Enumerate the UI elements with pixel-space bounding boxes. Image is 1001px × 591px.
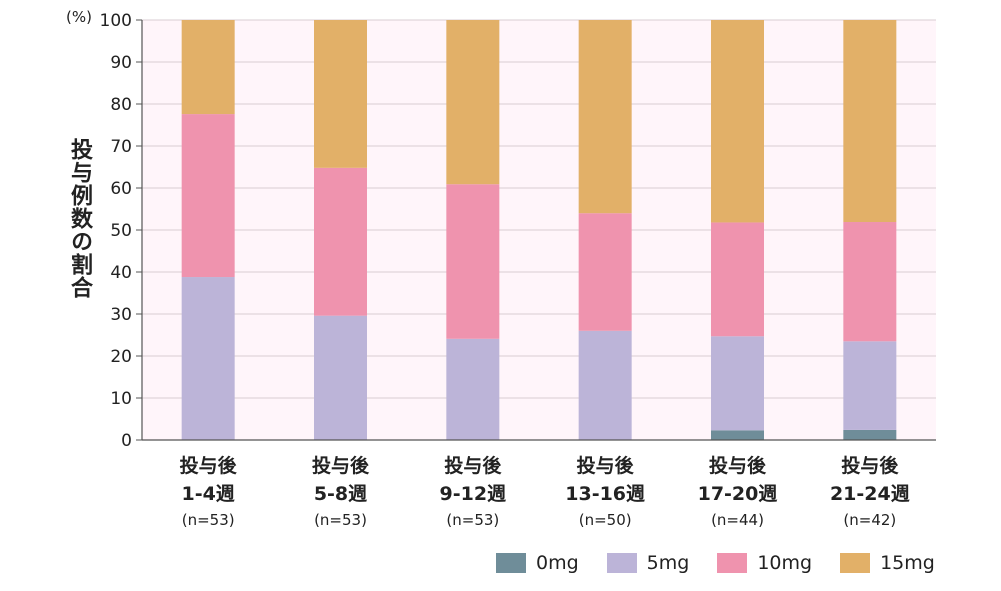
bar-segment-5mg bbox=[843, 341, 897, 430]
legend-item: 15mg bbox=[840, 552, 935, 574]
bar-segment-0mg bbox=[843, 429, 897, 440]
legend-swatch bbox=[717, 553, 748, 573]
y-tick-label: 100 bbox=[100, 11, 132, 31]
y-tick-label: 0 bbox=[121, 431, 132, 451]
legend-item: 10mg bbox=[717, 552, 812, 574]
category-label: 投与後 17-20週 (n=44) bbox=[673, 452, 803, 532]
category-label-line3: (n=53) bbox=[446, 511, 500, 529]
category-label-line1: 投与後 bbox=[311, 455, 369, 477]
y-tick-label: 20 bbox=[110, 347, 132, 367]
y-tick-label: 40 bbox=[110, 263, 132, 283]
bar-segment-10mg bbox=[314, 167, 367, 316]
category-label-line2: 5-8週 bbox=[313, 483, 368, 505]
legend-swatch bbox=[840, 553, 871, 573]
bar-segment-15mg bbox=[314, 20, 367, 168]
y-tick-label: 10 bbox=[110, 389, 132, 409]
bar-segment-5mg bbox=[446, 338, 500, 440]
category-label: 投与後 21-24週 (n=42) bbox=[805, 452, 935, 532]
bar-segment-15mg bbox=[181, 20, 235, 115]
bar-segment-5mg bbox=[314, 315, 367, 440]
bar-segment-0mg bbox=[711, 430, 764, 440]
category-label-line1: 投与後 bbox=[179, 455, 237, 477]
y-tick-label: 70 bbox=[110, 137, 132, 157]
legend-item: 0mg bbox=[496, 552, 579, 574]
category-label-line1: 投与後 bbox=[708, 455, 766, 477]
bar-segment-5mg bbox=[181, 277, 235, 440]
legend-swatch bbox=[496, 553, 526, 573]
y-tick-label: 30 bbox=[110, 305, 132, 325]
category-label-line1: 投与後 bbox=[841, 455, 899, 477]
legend-label: 0mg bbox=[536, 552, 579, 574]
category-label-line2: 13-16週 bbox=[565, 483, 646, 505]
bar-segment-5mg bbox=[711, 336, 764, 431]
legend-swatch bbox=[606, 553, 637, 573]
bar-segment-10mg bbox=[843, 222, 897, 342]
category-label: 投与後 5-8週 (n=53) bbox=[276, 452, 406, 532]
bar-segment-10mg bbox=[711, 222, 764, 337]
category-label-line1: 投与後 bbox=[576, 455, 634, 477]
category-label-line2: 9-12週 bbox=[439, 483, 507, 505]
bar-segment-15mg bbox=[578, 20, 632, 214]
category-label: 投与後 1-4週 (n=53) bbox=[143, 452, 273, 532]
bar-segment-15mg bbox=[843, 20, 897, 223]
bar-segment-5mg bbox=[578, 330, 632, 440]
category-label: 投与後 9-12週 (n=53) bbox=[408, 452, 538, 532]
bar-segment-15mg bbox=[711, 20, 764, 223]
category-label-line3: (n=53) bbox=[181, 511, 235, 529]
y-tick-label: 90 bbox=[110, 53, 132, 73]
legend-label: 15mg bbox=[880, 552, 935, 574]
y-axis-unit: (%) bbox=[66, 8, 92, 26]
y-tick-label: 60 bbox=[110, 179, 132, 199]
bar-segment-15mg bbox=[446, 20, 500, 185]
category-label-line2: 1-4週 bbox=[181, 483, 235, 505]
legend-item: 5mg bbox=[606, 552, 690, 574]
legend-label: 5mg bbox=[646, 552, 690, 574]
bar-segment-10mg bbox=[578, 213, 632, 331]
y-tick-label: 50 bbox=[110, 221, 132, 241]
bar-segment-10mg bbox=[446, 184, 500, 339]
category-label-line3: (n=53) bbox=[314, 511, 367, 529]
category-label-line2: 21-24週 bbox=[829, 483, 910, 505]
legend-label: 10mg bbox=[757, 552, 813, 574]
category-label-line3: (n=44) bbox=[711, 511, 764, 529]
bar-segment-10mg bbox=[181, 114, 235, 278]
category-label: 投与後 13-16週 (n=50) bbox=[540, 452, 670, 532]
y-tick-label: 80 bbox=[110, 95, 132, 115]
y-axis-label: 投与例数の割合 bbox=[67, 138, 92, 299]
legend: 0mg 5mg 10mg 15mg bbox=[496, 552, 963, 574]
category-label-line3: (n=42) bbox=[843, 511, 897, 529]
category-label-line2: 17-20週 bbox=[697, 483, 778, 505]
category-label-line3: (n=50) bbox=[578, 511, 632, 529]
category-label-line1: 投与後 bbox=[444, 455, 502, 477]
